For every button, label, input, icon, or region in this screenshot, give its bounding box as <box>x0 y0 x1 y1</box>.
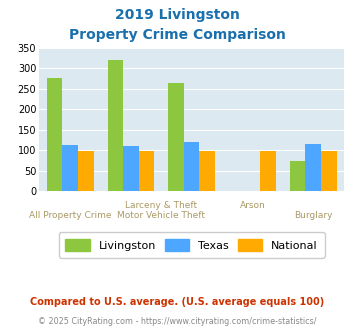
Text: Property Crime Comparison: Property Crime Comparison <box>69 28 286 42</box>
Bar <box>123 146 139 191</box>
Text: © 2025 CityRating.com - https://www.cityrating.com/crime-statistics/: © 2025 CityRating.com - https://www.city… <box>38 317 317 326</box>
Text: Compared to U.S. average. (U.S. average equals 100): Compared to U.S. average. (U.S. average … <box>31 297 324 307</box>
Bar <box>200 151 215 191</box>
Bar <box>78 151 94 191</box>
Bar <box>62 145 78 191</box>
Bar <box>168 83 184 191</box>
Bar <box>260 151 276 191</box>
Text: 2019 Livingston: 2019 Livingston <box>115 8 240 22</box>
Bar <box>290 161 305 191</box>
Bar <box>321 151 337 191</box>
Bar <box>305 144 321 191</box>
Text: Arson: Arson <box>240 201 265 211</box>
Text: Burglary: Burglary <box>294 212 332 220</box>
Bar <box>139 151 154 191</box>
Legend: Livingston, Texas, National: Livingston, Texas, National <box>59 232 324 258</box>
Text: All Property Crime: All Property Crime <box>29 212 111 220</box>
Bar <box>184 142 200 191</box>
Bar <box>47 78 62 191</box>
Bar <box>108 60 123 191</box>
Text: Larceny & Theft: Larceny & Theft <box>125 201 197 211</box>
Text: Motor Vehicle Theft: Motor Vehicle Theft <box>117 212 205 220</box>
